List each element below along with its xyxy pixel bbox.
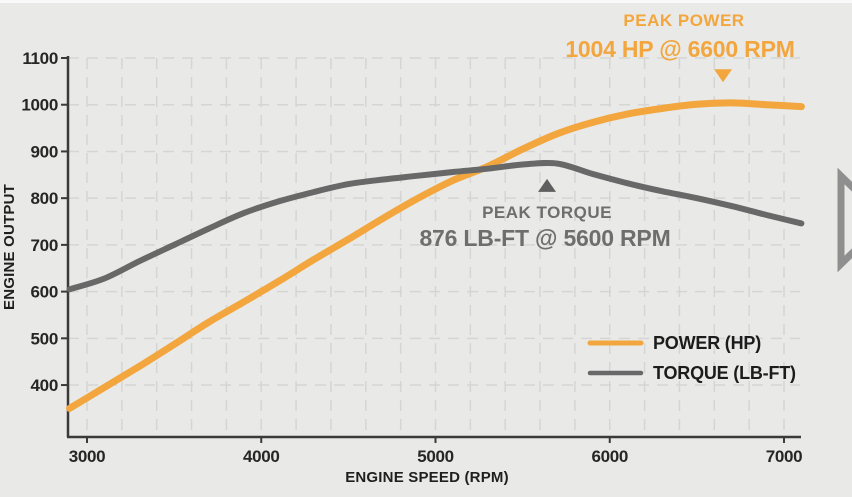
peak-torque-marker-icon — [538, 178, 557, 192]
y-tick-label: 400 — [31, 376, 58, 395]
x-tick-label: 4000 — [243, 447, 280, 466]
axes — [61, 56, 801, 443]
peak-markers — [538, 69, 733, 192]
y-tick-label: 1100 — [22, 49, 58, 68]
y-tick-label: 500 — [31, 329, 58, 348]
legend-torque-label: TORQUE (LB-FT) — [653, 363, 796, 383]
peak-power-value: 1004 HP @ 6600 RPM — [565, 36, 794, 62]
x-axis-title: ENGINE SPEED (RPM) — [345, 469, 509, 486]
x-tick-label: 6000 — [591, 447, 628, 466]
torque-curve — [66, 159, 805, 293]
x-tick-label: 5000 — [417, 447, 454, 466]
peak-torque-annotation: PEAK TORQUE 876 LB-FT @ 5600 RPM — [419, 203, 670, 251]
legend-power-label: POWER (HP) — [653, 333, 761, 353]
x-tick-label: 3000 — [69, 447, 106, 466]
peak-torque-value: 876 LB-FT @ 5600 RPM — [419, 225, 670, 251]
peak-power-annotation: PEAK POWER 1004 HP @ 6600 RPM — [565, 11, 795, 62]
tick-labels: 3000 4000 5000 6000 7000 400 500 600 700 800 900 10… — [21, 49, 802, 466]
power-curve — [66, 99, 805, 412]
y-tick-label: 700 — [31, 236, 58, 255]
y-tick-label: 800 — [31, 189, 58, 208]
next-arrow-icon[interactable] — [837, 167, 852, 273]
peak-power-title: PEAK POWER — [623, 11, 744, 30]
x-tick-label: 7000 — [766, 447, 803, 466]
peak-power-marker-icon — [714, 69, 733, 83]
legend: POWER (HP) TORQUE (LB-FT) — [587, 333, 796, 383]
y-tick-label: 600 — [31, 283, 58, 302]
y-tick-label: 900 — [31, 142, 58, 161]
data-curves — [66, 99, 805, 412]
peak-torque-title: PEAK TORQUE — [482, 203, 612, 222]
top-edge-highlight — [0, 0, 852, 3]
y-axis-title: ENGINE OUTPUT — [1, 184, 18, 310]
y-tick-label: 1000 — [21, 96, 58, 115]
